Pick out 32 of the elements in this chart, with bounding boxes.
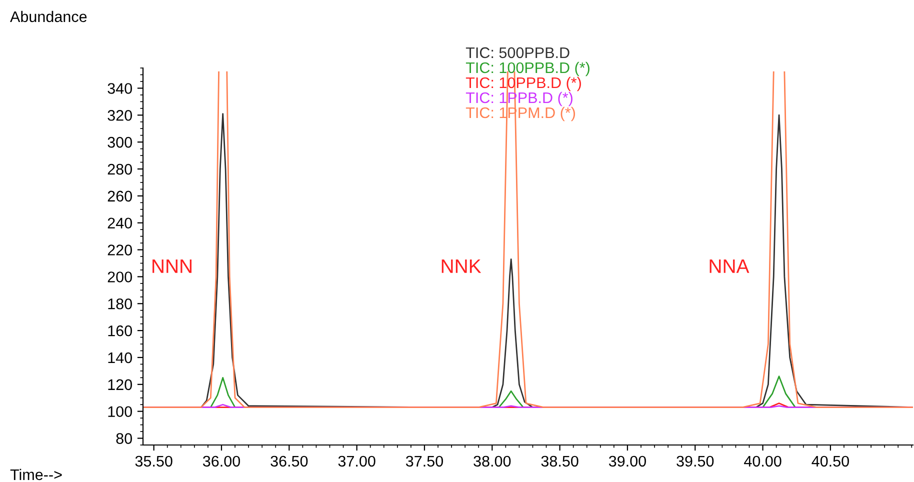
x-tick-label: 37.00 bbox=[338, 456, 376, 467]
x-tick-label: 40.50 bbox=[812, 456, 849, 467]
y-tick-label: 220 bbox=[108, 244, 132, 256]
y-tick-label: 240 bbox=[108, 218, 132, 229]
y-tick-label: 260 bbox=[108, 190, 132, 202]
y-tick-label: 320 bbox=[108, 110, 132, 121]
text: TIC: 500PPB.D bbox=[466, 47, 570, 58]
x-axis-title: Time--> bbox=[10, 468, 62, 480]
y-tick-label: 80 bbox=[116, 433, 132, 444]
x-tick-label: 38.00 bbox=[474, 456, 511, 467]
x-tick-label: 36.00 bbox=[202, 456, 240, 467]
y-axis-title: Abundance bbox=[10, 10, 87, 22]
y-tick-label: 280 bbox=[108, 164, 132, 175]
annotation: NNN bbox=[152, 259, 192, 273]
y-tick-label: 300 bbox=[108, 136, 132, 148]
annotation: NNK bbox=[442, 259, 482, 273]
x-tick-label: 39.00 bbox=[608, 456, 646, 467]
text: TIC: 100PPB.D (*) bbox=[466, 62, 590, 76]
y-tick-label: 340 bbox=[108, 83, 132, 94]
y-tick-label: 100 bbox=[108, 406, 132, 418]
y-tick-label: 120 bbox=[108, 379, 132, 390]
x-tick-label: 39.50 bbox=[676, 456, 714, 467]
y-tick-label: 180 bbox=[108, 298, 132, 310]
annotation: NNA bbox=[710, 259, 750, 273]
y-tick-label: 140 bbox=[108, 352, 132, 364]
y-tick-label: 200 bbox=[108, 272, 132, 282]
x-tick-label: 35.50 bbox=[135, 456, 172, 467]
x-tick-label: 40.00 bbox=[744, 456, 782, 467]
x-tick-label: 37.50 bbox=[406, 456, 443, 467]
y-tick-label: 160 bbox=[108, 325, 132, 336]
x-tick-label: 36.50 bbox=[270, 456, 308, 467]
x-tick-label: 38.50 bbox=[541, 456, 578, 467]
